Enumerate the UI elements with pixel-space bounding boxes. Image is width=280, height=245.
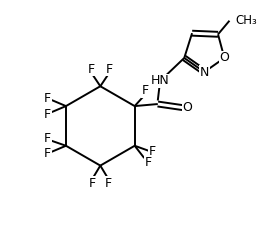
Text: F: F xyxy=(44,92,51,105)
Text: F: F xyxy=(44,132,51,146)
Text: F: F xyxy=(88,177,96,190)
Text: CH₃: CH₃ xyxy=(235,14,257,27)
Text: F: F xyxy=(105,177,112,190)
Text: N: N xyxy=(200,65,209,78)
Text: F: F xyxy=(141,84,149,97)
Text: HN: HN xyxy=(150,74,169,87)
Text: O: O xyxy=(182,101,192,114)
Text: F: F xyxy=(44,147,51,160)
Text: F: F xyxy=(144,156,151,169)
Text: F: F xyxy=(88,62,95,75)
Text: F: F xyxy=(106,62,113,75)
Text: F: F xyxy=(149,145,156,158)
Text: F: F xyxy=(44,108,51,121)
Text: O: O xyxy=(220,51,229,64)
